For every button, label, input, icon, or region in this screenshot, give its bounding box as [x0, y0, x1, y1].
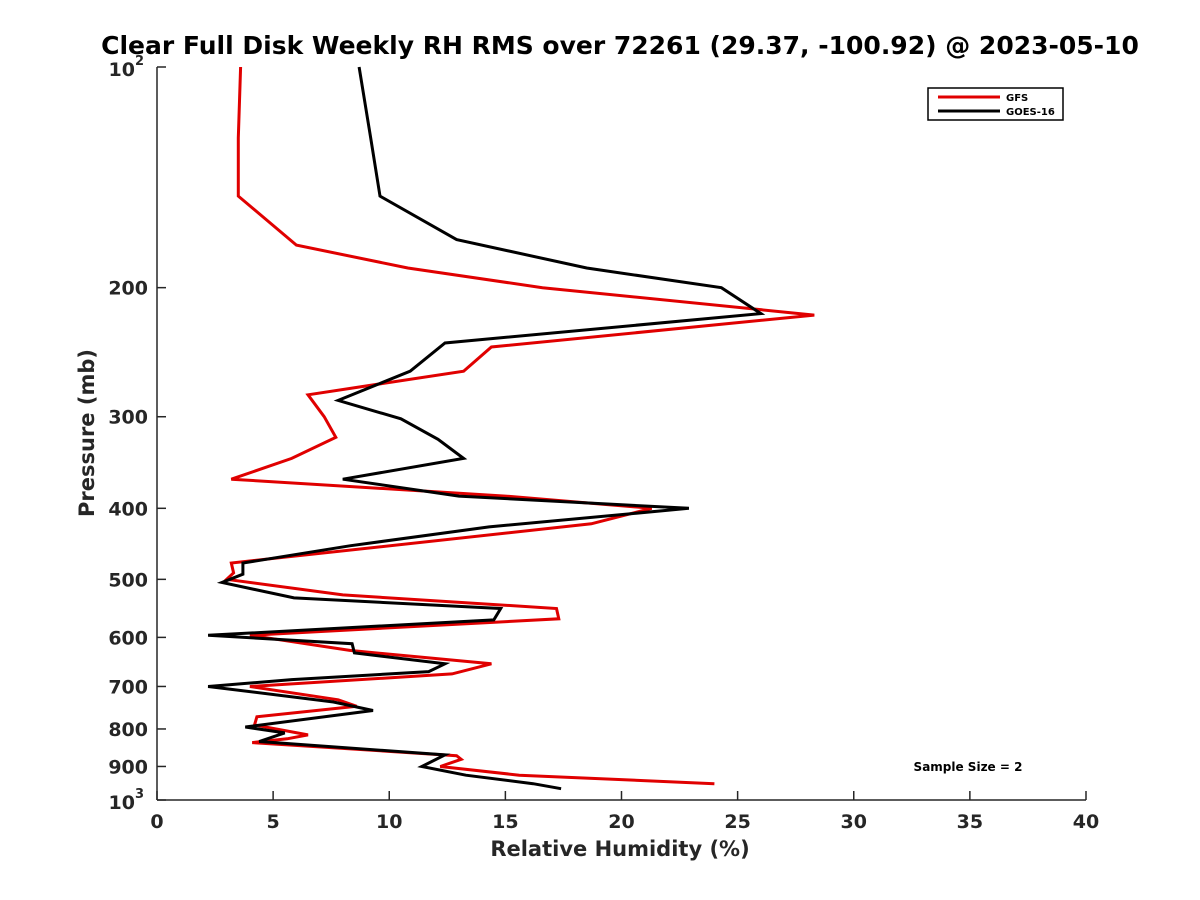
x-tick-label: 35	[957, 811, 983, 833]
x-tick-label: 15	[492, 811, 518, 833]
y-tick-label: 400	[108, 498, 148, 520]
x-tick-label: 10	[376, 811, 402, 833]
series-line-goes16	[207, 66, 766, 791]
legend-label-goes16: GOES-16	[1006, 107, 1055, 118]
y-tick-label: 300	[108, 407, 148, 429]
y-tick-label: 500	[108, 569, 148, 591]
y-tick-label: 10	[109, 792, 135, 814]
x-tick-label: 0	[150, 811, 163, 833]
y-tick-label: 200	[108, 278, 148, 300]
y-tick-label: 900	[108, 756, 148, 778]
series-line-gfs	[223, 66, 815, 786]
y-tick-exponent: 2	[135, 54, 144, 69]
x-tick-label: 25	[724, 811, 750, 833]
legend-label-gfs: GFS	[1006, 93, 1028, 104]
y-tick-label: 700	[108, 676, 148, 698]
y-tick-label: 10	[109, 59, 135, 81]
x-tick-label: 5	[267, 811, 280, 833]
y-tick-exponent: 3	[135, 787, 144, 802]
legend: GFS GOES-16	[927, 87, 1064, 121]
legend-box	[927, 87, 1064, 121]
x-tick-label: 30	[841, 811, 867, 833]
y-tick-label: 600	[108, 627, 148, 649]
x-axis-label: Relative Humidity (%)	[490, 837, 749, 861]
x-tick-label: 20	[608, 811, 634, 833]
x-tick-label: 40	[1073, 811, 1099, 833]
y-axis-label: Pressure (mb)	[75, 349, 99, 517]
chart-title: Clear Full Disk Weekly RH RMS over 72261…	[101, 31, 1139, 60]
sample-size-annotation: Sample Size = 2	[914, 760, 1023, 774]
y-tick-label: 800	[108, 719, 148, 741]
